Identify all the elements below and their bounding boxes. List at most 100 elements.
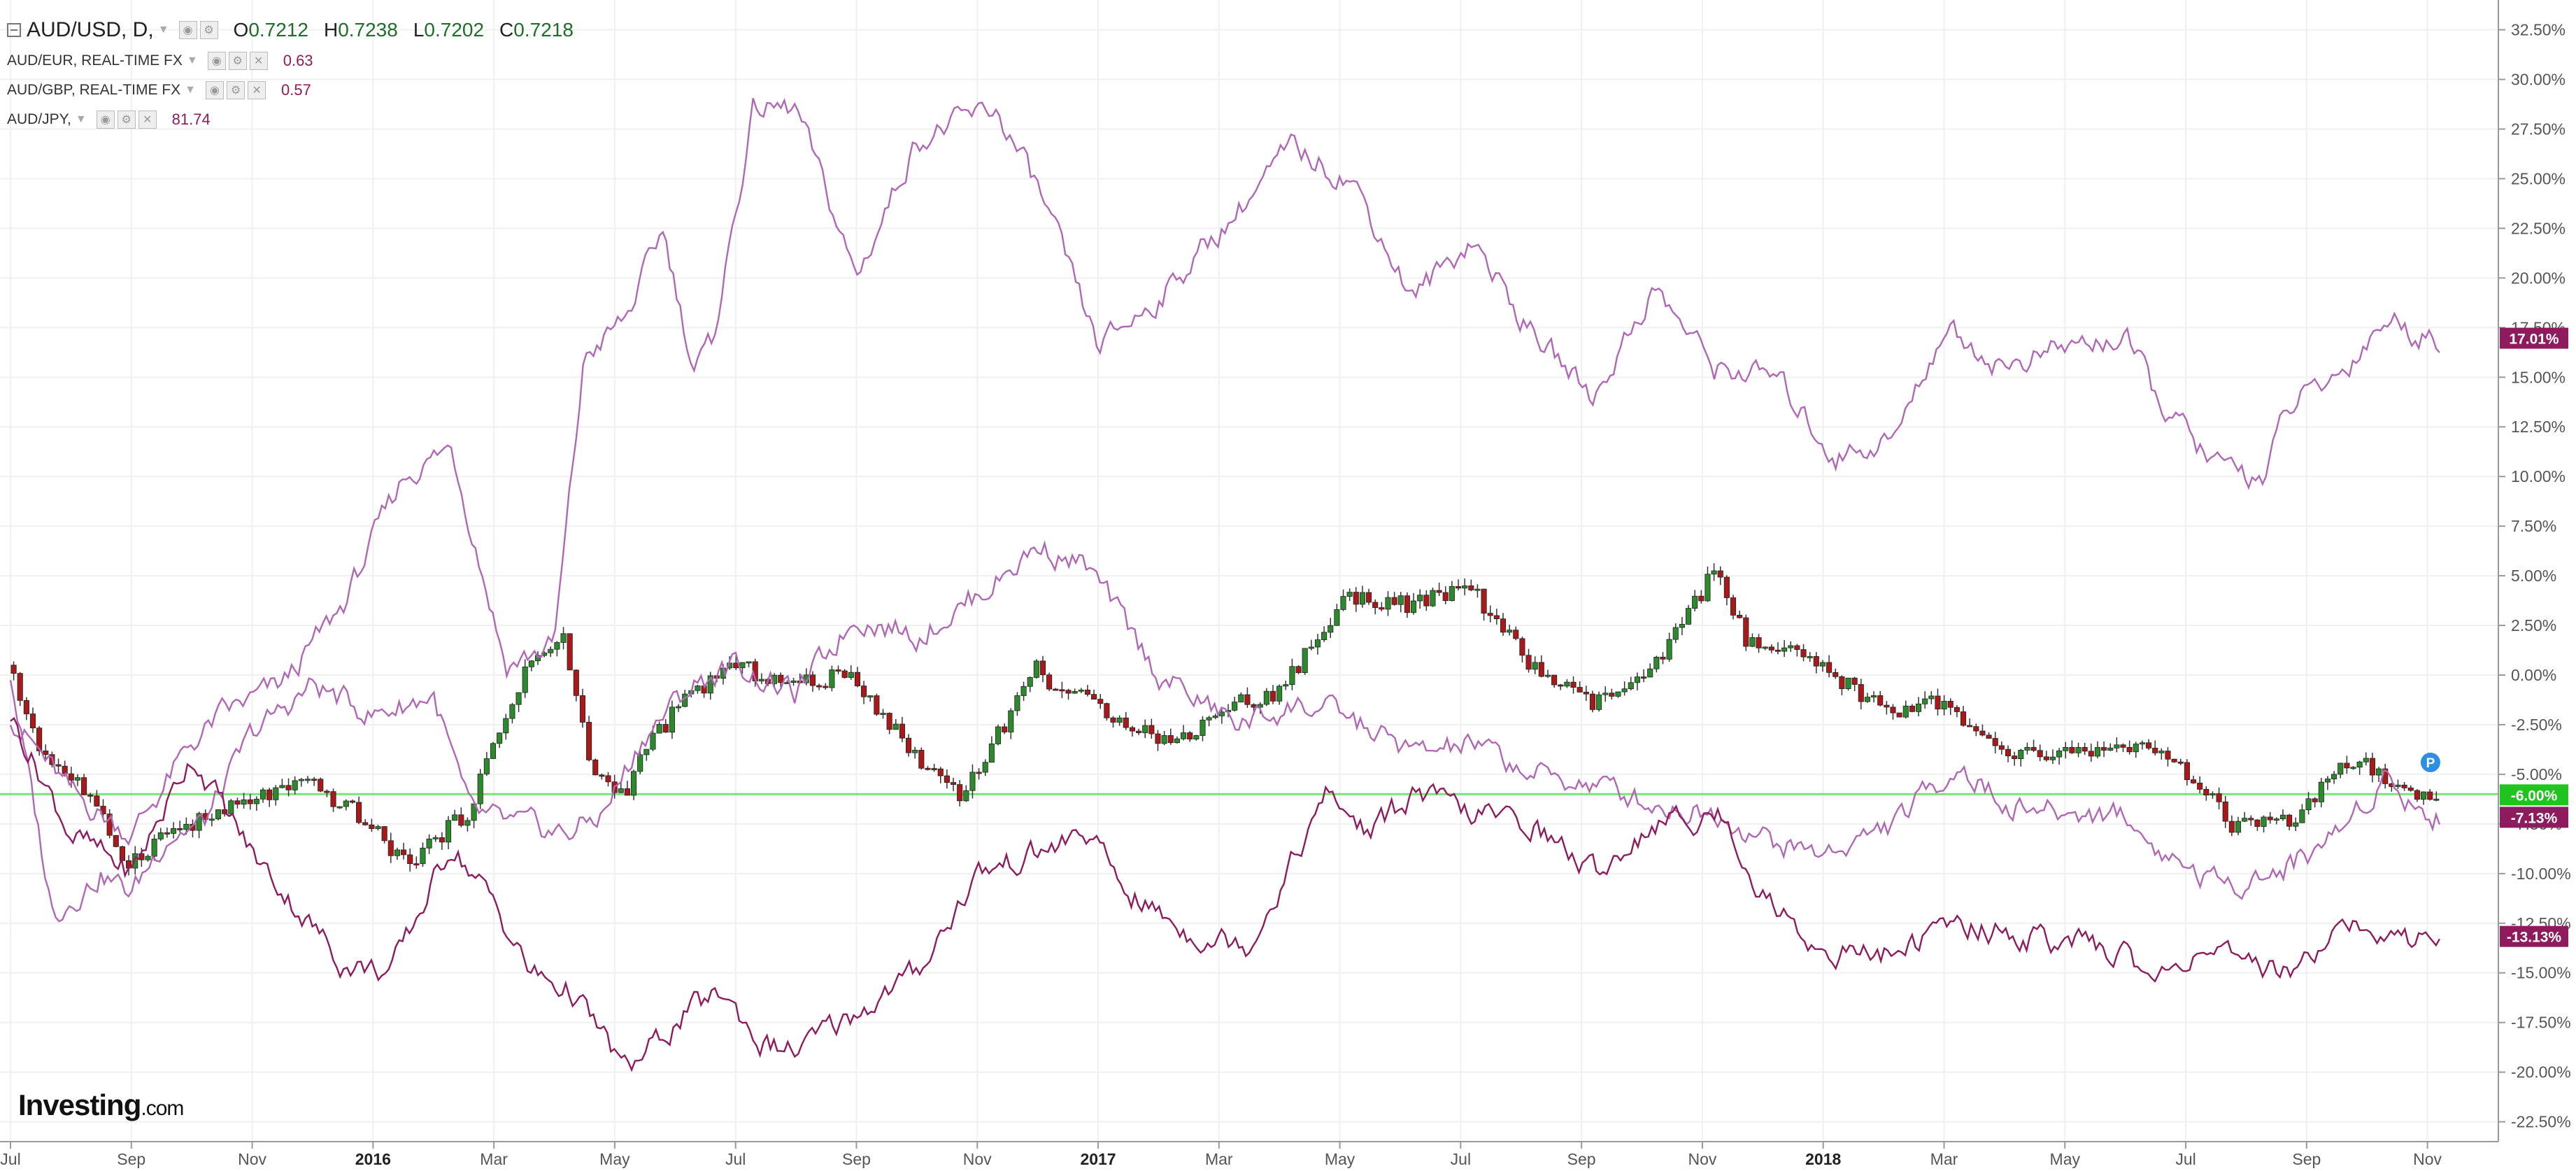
candle-body (2056, 750, 2063, 758)
overlay-symbol[interactable]: AUD/GBP, REAL-TIME FX (7, 82, 181, 98)
chevron-down-icon[interactable]: ▼ (157, 24, 169, 36)
candle-body (1039, 660, 1046, 676)
candle-body (43, 751, 49, 755)
y-tick-label: 5.00% (2511, 567, 2556, 585)
candle-body (253, 798, 259, 804)
settings-icon[interactable]: ⚙ (199, 21, 218, 39)
overlay-row-aud-jpy[interactable]: AUD/JPY, ▼ ◉ ⚙ ✕ 81.74 (7, 105, 574, 134)
candle-body (1730, 597, 1737, 616)
candle-body (1206, 717, 1212, 721)
candle-body (586, 722, 592, 760)
candle-body (1532, 662, 1538, 670)
candle-body (1698, 595, 1705, 602)
candle-body (2152, 748, 2158, 753)
candle-body (841, 670, 848, 678)
candle-body (452, 814, 458, 821)
visibility-icon[interactable]: ◉ (96, 111, 115, 129)
y-tick-label: 27.50% (2511, 120, 2566, 138)
candle-body (1525, 655, 1532, 670)
candle-body (1059, 689, 1065, 692)
x-tick-label: 2017 (1080, 1150, 1116, 1168)
time-axis[interactable]: Jul Sep Nov 2016 Mar May Jul Sep Nov 2017 Mar May Ju… (0, 1141, 2498, 1168)
close-icon[interactable]: ✕ (248, 81, 266, 99)
settings-icon[interactable]: ⚙ (228, 52, 247, 70)
value-label-bg (2500, 784, 2568, 806)
main-symbol[interactable]: AUD/USD, D, (27, 18, 154, 41)
x-tick-label: Mar (1930, 1150, 1958, 1168)
candle-body (157, 832, 164, 839)
candle-body (1302, 648, 1308, 674)
candle-body (1513, 630, 1519, 639)
candle-body (1864, 697, 1870, 702)
candle-body (1455, 586, 1462, 589)
visibility-icon[interactable]: ◉ (206, 81, 225, 99)
candle-body (548, 648, 554, 653)
x-tick-label: Sep (117, 1150, 145, 1168)
candle-body (1397, 595, 1404, 605)
candle-body (963, 790, 969, 802)
x-tick-label: Mar (1205, 1150, 1233, 1168)
candle-body (1884, 704, 1890, 708)
y-tick-label: -10.00% (2511, 865, 2571, 883)
p-marker-icon[interactable]: P (2420, 752, 2440, 772)
candle-body (113, 835, 119, 847)
overlay-symbol[interactable]: AUD/JPY, (7, 111, 71, 127)
series-line-aud-gbp (9, 540, 2441, 923)
candle-body (2350, 767, 2356, 769)
main-series-row[interactable]: AUD/USD, D, ▼ ◉ ⚙ O0.7212 H0.7238 L0.720… (7, 14, 574, 46)
candle-body (809, 674, 816, 686)
candle-body (1768, 646, 1774, 651)
visibility-icon[interactable]: ◉ (207, 52, 226, 70)
candle-body (1685, 608, 1692, 625)
candle-body (369, 824, 375, 829)
candle-body (1200, 719, 1206, 736)
visibility-icon[interactable]: ◉ (178, 21, 197, 39)
settings-icon[interactable]: ⚙ (227, 81, 245, 99)
candle-body (2235, 821, 2242, 833)
candle-body (464, 820, 471, 826)
candle-body (2114, 744, 2120, 748)
candle-body (2414, 790, 2420, 800)
candle-body (1474, 588, 1481, 591)
candle-body (2228, 821, 2235, 833)
candle-body (1462, 586, 1468, 589)
candle-body (515, 692, 522, 705)
candle-body (132, 853, 138, 869)
overlay-symbol[interactable]: AUD/EUR, REAL-TIME FX (7, 52, 183, 69)
candle-body (1628, 682, 1634, 690)
settings-icon[interactable]: ⚙ (117, 111, 136, 129)
p-marker-label: P (2426, 756, 2435, 771)
close-icon[interactable]: ✕ (138, 111, 157, 129)
open-value: 0.7212 (248, 19, 308, 41)
candle-body (2433, 798, 2440, 801)
candle-body (2177, 761, 2184, 764)
chevron-down-icon[interactable]: ▼ (185, 84, 197, 96)
series-layer: P (9, 97, 2441, 1072)
candle-body (2344, 762, 2350, 769)
candle-body (55, 764, 62, 767)
candle-body (2139, 742, 2145, 745)
y-tick-label: -20.00% (2511, 1063, 2571, 1081)
collapse-icon[interactable] (7, 23, 21, 37)
close-icon[interactable]: ✕ (249, 52, 268, 70)
candle-body (976, 772, 982, 774)
candle-body (1954, 707, 1960, 712)
candle-body (1935, 695, 1941, 710)
candle-body (2037, 750, 2043, 758)
candle-body (1314, 639, 1321, 648)
candle-body (2120, 744, 2126, 748)
candle-body (401, 849, 407, 856)
chevron-down-icon[interactable]: ▼ (186, 55, 198, 66)
candle-body (905, 737, 912, 753)
price-axis[interactable]: 32.50%30.00%27.50%25.00%22.50%20.00%17.5… (2498, 0, 2571, 1142)
candle-body (36, 728, 43, 751)
overlay-row-aud-eur[interactable]: AUD/EUR, REAL-TIME FX ▼ ◉ ⚙ ✕ 0.63 (7, 46, 574, 76)
chevron-down-icon[interactable]: ▼ (75, 113, 87, 125)
candle-body (1570, 681, 1577, 688)
candle-body (1858, 684, 1864, 702)
overlay-row-aud-gbp[interactable]: AUD/GBP, REAL-TIME FX ▼ ◉ ⚙ ✕ 0.57 (7, 76, 574, 105)
x-tick-label: 2018 (1805, 1150, 1841, 1168)
candle-body (1877, 695, 1884, 706)
candle-body (1487, 613, 1493, 616)
